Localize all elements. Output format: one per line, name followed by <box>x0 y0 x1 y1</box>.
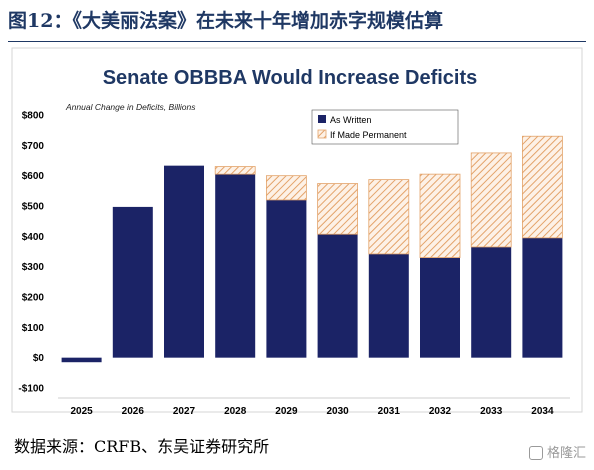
y-tick-label: $300 <box>22 262 45 273</box>
y-tick-label: $100 <box>22 323 45 334</box>
y-tick-label: -$100 <box>18 384 44 395</box>
bar-as-written-2029 <box>266 199 307 358</box>
bar-if-made-permanent-2030 <box>317 183 359 235</box>
bar-as-written-2033 <box>471 246 512 358</box>
y-tick-label: $800 <box>22 111 45 122</box>
x-tick-label: 2033 <box>480 406 503 414</box>
x-tick-label: 2026 <box>122 406 145 414</box>
bar-as-written-2027 <box>164 165 204 358</box>
x-tick-label: 2027 <box>173 406 196 414</box>
y-tick-label: $0 <box>33 353 45 364</box>
legend-swatch-if-made-permanent <box>317 129 327 139</box>
y-tick-label: $200 <box>22 293 45 304</box>
bar-if-made-permanent-2032 <box>419 173 461 258</box>
legend-label-if-made-permanent: If Made Permanent <box>330 130 407 140</box>
bar-if-made-permanent-2033 <box>470 152 512 248</box>
x-tick-label: 2034 <box>531 406 554 414</box>
bar-if-made-permanent-2028 <box>214 166 256 175</box>
page-heading: 图12：《大美丽法案》在未来十年增加赤字规模估算 <box>8 10 443 32</box>
y-tick-label: $400 <box>22 232 45 243</box>
y-tick-label: $600 <box>22 171 45 182</box>
bar-if-made-permanent-2029 <box>265 175 307 201</box>
watermark-logo-icon <box>528 446 543 460</box>
source-note: 数据来源：CRFB、东吴证券研究所 <box>14 437 270 456</box>
bar-if-made-permanent-2031 <box>368 179 410 255</box>
x-tick-label: 2029 <box>275 406 298 414</box>
x-axis: 2025 2026 2027 2028 2029 2030 2031 2032 2033 2034 <box>58 397 570 414</box>
legend-label-as-written: As Written <box>330 115 371 125</box>
x-tick-label: 2032 <box>429 406 452 414</box>
bar-if-made-permanent-2034 <box>522 135 563 239</box>
x-tick-label: 2028 <box>224 406 247 414</box>
y-tick-label: $500 <box>22 202 45 213</box>
bar-as-written-2032 <box>420 257 460 358</box>
y-tick-label: $700 <box>22 141 45 152</box>
legend-box <box>311 109 459 145</box>
bars <box>61 135 563 363</box>
chart-subtitle: Annual Change in Deficits, Billions <box>65 102 196 112</box>
x-tick-label: 2030 <box>326 406 349 414</box>
legend: As Written If Made Permanent <box>311 109 459 145</box>
y-axis: -$100 $0 $100 $200 $300 $400 $500 $600 $700 $800 <box>18 111 44 395</box>
bar-as-written-2026 <box>112 206 153 358</box>
watermark: 格隆汇 <box>528 442 586 464</box>
bar-as-written-2031 <box>368 253 409 358</box>
legend-swatch-as-written <box>318 115 326 123</box>
x-tick-label: 2031 <box>378 406 401 414</box>
chart-title: Senate OBBBA Would Increase Deficits <box>103 67 478 89</box>
heading-divider <box>8 41 586 42</box>
bar-as-written-2028 <box>215 174 256 358</box>
deficit-bar-chart: Senate OBBBA Would Increase Deficits Ann… <box>11 47 583 414</box>
watermark-text: 格隆汇 <box>546 445 586 460</box>
bar-as-written-2030 <box>317 234 358 358</box>
bar-as-written-2034 <box>522 237 563 358</box>
bar-as-written-2025 <box>61 357 102 363</box>
x-tick-label: 2025 <box>70 406 93 414</box>
